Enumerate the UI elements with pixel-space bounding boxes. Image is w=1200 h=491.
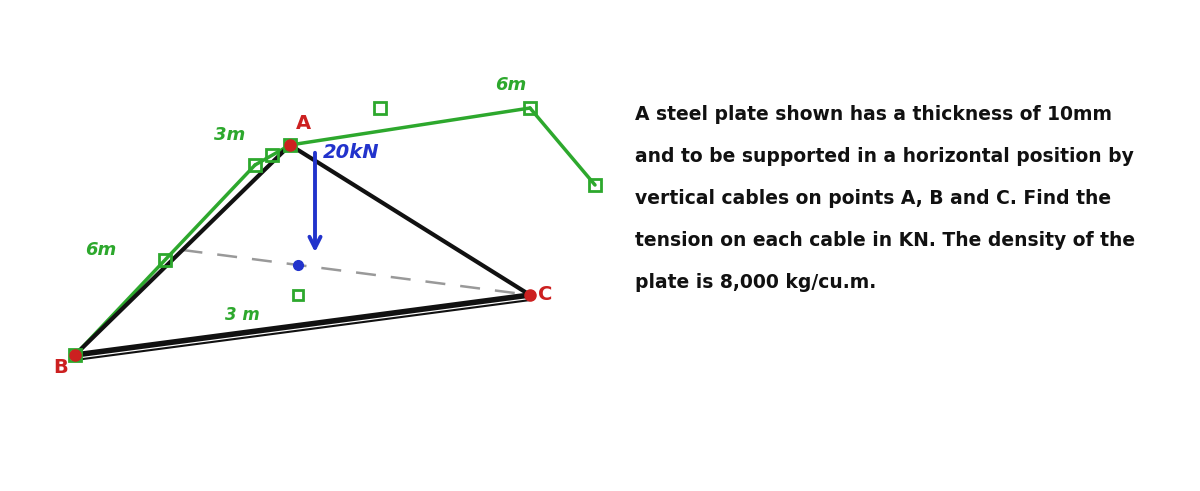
Text: A: A [296,114,311,133]
Text: 6m: 6m [85,241,116,259]
Text: 3m: 3m [214,126,245,144]
Text: vertical cables on points A, B and C. Find the: vertical cables on points A, B and C. Fi… [635,189,1111,208]
Text: C: C [538,285,552,304]
Text: B: B [53,358,67,377]
Text: plate is 8,000 kg/cu.m.: plate is 8,000 kg/cu.m. [635,273,876,292]
Text: 20kN: 20kN [323,143,379,162]
Text: 6m: 6m [496,76,527,94]
Text: A steel plate shown has a thickness of 10mm: A steel plate shown has a thickness of 1… [635,105,1112,124]
Text: tension on each cable in KN. The density of the: tension on each cable in KN. The density… [635,231,1135,250]
Text: 3 m: 3 m [226,306,259,324]
Text: and to be supported in a horizontal position by: and to be supported in a horizontal posi… [635,147,1134,166]
